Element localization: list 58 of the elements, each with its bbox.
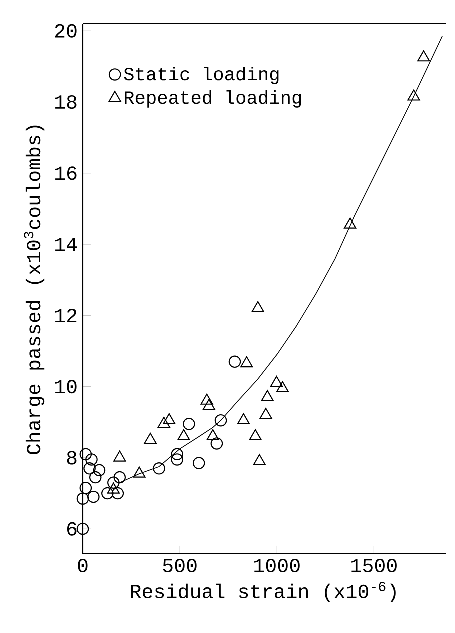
- point: [260, 408, 272, 420]
- point: [153, 462, 166, 475]
- point: [228, 356, 242, 368]
- point: [76, 522, 90, 536]
- y-tick-label: 12: [55, 308, 77, 322]
- point: [89, 471, 102, 484]
- point: [84, 462, 96, 475]
- point: [80, 482, 92, 494]
- point: [178, 429, 190, 440]
- y-tick-label: 18: [55, 95, 77, 110]
- point: [114, 450, 126, 462]
- point: [112, 487, 124, 500]
- point: [80, 448, 92, 461]
- point: [253, 454, 266, 466]
- point: [171, 448, 184, 461]
- x-axis-title: Residual strain (x10$^{-6}$): [131, 582, 396, 602]
- point: [261, 390, 274, 402]
- point: [93, 464, 106, 477]
- point: [86, 454, 98, 466]
- point: [171, 454, 184, 466]
- point: [249, 429, 262, 440]
- point: [344, 218, 357, 229]
- y-tick-label: 6: [67, 522, 77, 536]
- x-tick-label: 1500: [352, 558, 397, 573]
- point: [202, 399, 216, 410]
- y-tick-label: 14: [55, 238, 77, 252]
- point: [240, 356, 254, 368]
- y-tick-label: 16: [55, 166, 77, 180]
- legend-label: Static loading: [124, 66, 279, 84]
- point: [210, 438, 224, 450]
- point: [107, 482, 120, 494]
- point: [114, 471, 126, 484]
- point: [408, 90, 420, 101]
- point: [163, 413, 176, 424]
- point: [144, 432, 157, 444]
- point: [270, 376, 284, 388]
- point: [252, 301, 264, 312]
- point: [276, 381, 290, 392]
- point: [76, 492, 90, 506]
- x-tick-label: 0: [78, 558, 88, 573]
- point: [102, 487, 114, 500]
- legend-label: Repeated loading: [125, 90, 302, 108]
- x-tick-label: 1000: [254, 558, 300, 573]
- point: [88, 490, 100, 504]
- point: [206, 429, 220, 440]
- point: [158, 416, 170, 428]
- point: [200, 394, 214, 405]
- y-tick-label: 10: [55, 380, 77, 394]
- point: [214, 414, 228, 427]
- point: [418, 50, 430, 62]
- y-tick-label: 20: [55, 24, 77, 38]
- point: [183, 418, 196, 430]
- y-tick-label: 8: [67, 451, 77, 465]
- x-tick-label: 500: [163, 558, 197, 573]
- point: [133, 466, 146, 478]
- point: [237, 413, 250, 424]
- y-axis-title: Charge passed (x10$^{3}$coulombs): [24, 126, 45, 454]
- point: [192, 457, 206, 470]
